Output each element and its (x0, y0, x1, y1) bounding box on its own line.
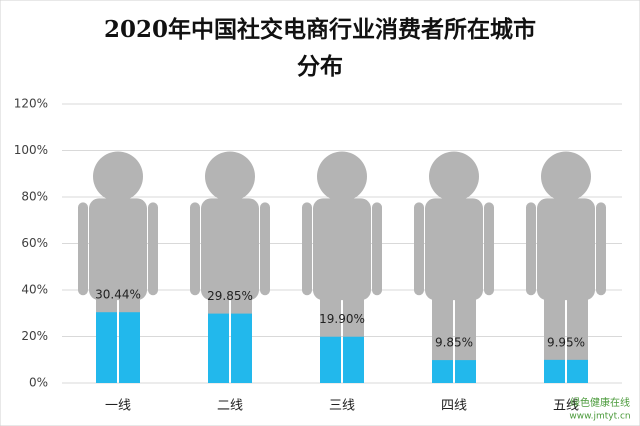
value-label: 30.44% (95, 288, 141, 302)
x-tick-label: 一线 (105, 399, 131, 414)
figure-part (205, 151, 255, 202)
figure-part (93, 151, 143, 202)
figure-part (78, 202, 88, 296)
y-tick-label: 60% (21, 236, 48, 250)
watermark-name: 绿色健康在线 (570, 396, 630, 409)
x-tick-label: 四线 (441, 399, 467, 414)
y-tick-label: 100% (14, 143, 48, 157)
y-tick-label: 40% (21, 283, 48, 297)
figure-part (455, 280, 476, 383)
value-label: 9.85% (435, 336, 473, 350)
figure-part (302, 202, 312, 296)
x-tick-label: 三线 (329, 399, 355, 414)
figure-part (190, 202, 200, 296)
figure-part (526, 202, 536, 296)
figure-part (429, 151, 479, 202)
figure-part (148, 202, 158, 296)
figure-part (537, 198, 595, 301)
y-tick-label: 120% (14, 97, 48, 111)
x-tick-label: 五线 (553, 399, 579, 414)
figure-part (317, 151, 367, 202)
person-figure (414, 151, 494, 383)
y-tick-label: 80% (21, 190, 48, 204)
person-figure (526, 151, 606, 383)
watermark: 绿色健康在线 www.jmtyt.cn (569, 396, 630, 422)
chart-title: 2020年中国社交电商行业消费者所在城市 (104, 16, 536, 43)
y-tick-label: 0% (29, 376, 48, 390)
figure-part (313, 198, 371, 301)
figure-part (201, 198, 259, 301)
figure-part (372, 202, 382, 296)
figure-part (541, 151, 591, 202)
figure-part (432, 280, 453, 383)
figure-part (89, 198, 147, 301)
watermark-url: www.jmtyt.cn (569, 412, 630, 422)
figure-part (425, 198, 483, 301)
value-label: 19.90% (319, 312, 365, 326)
value-label: 9.95% (547, 335, 585, 349)
figure-part (484, 202, 494, 296)
figure-part (544, 280, 565, 383)
figure-part (567, 280, 588, 383)
x-tick-label: 二线 (217, 399, 243, 414)
figure-part (414, 202, 424, 296)
chart-title-line2: 分布 (297, 53, 343, 80)
value-label: 29.85% (207, 289, 253, 303)
y-tick-label: 20% (21, 329, 48, 343)
figure-part (596, 202, 606, 296)
figure-part (260, 202, 270, 296)
